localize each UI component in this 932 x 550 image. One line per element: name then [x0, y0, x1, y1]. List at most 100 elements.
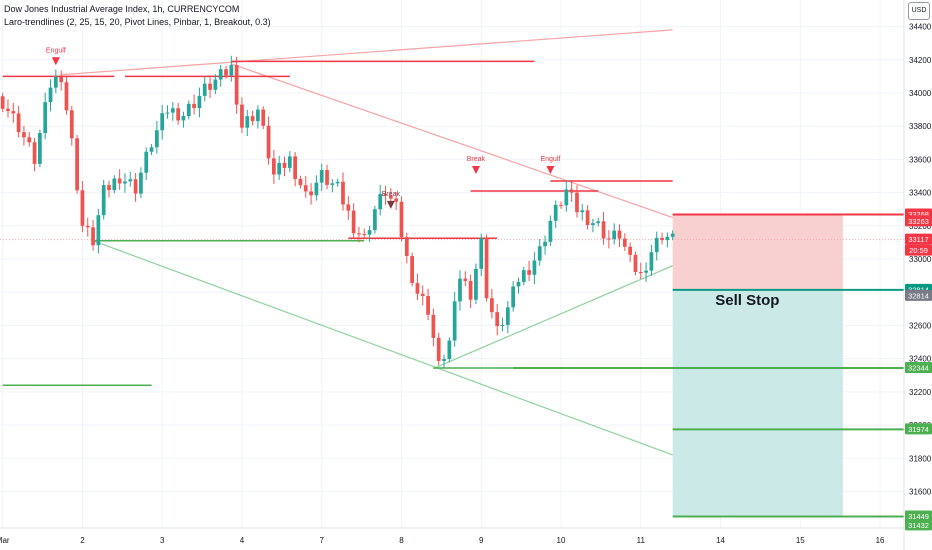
candle-body	[612, 230, 617, 240]
resistance-upper	[61, 29, 673, 76]
candle-body	[479, 237, 484, 269]
candle-body	[69, 110, 74, 139]
candle-body	[585, 210, 590, 225]
price-tick: 32600	[909, 321, 932, 330]
price-tag-text: 33117	[908, 235, 928, 244]
price-tag	[905, 361, 932, 373]
price-tick: 31800	[909, 454, 932, 463]
candle-body	[224, 69, 228, 76]
candle-body	[575, 192, 579, 213]
price-tick: 33000	[909, 255, 932, 264]
candle-body	[601, 221, 606, 239]
candle-body	[277, 162, 282, 175]
candle-body	[543, 241, 547, 247]
candle-body	[410, 256, 414, 284]
candle-body	[85, 225, 90, 228]
candle-body	[548, 220, 553, 242]
candle-body	[335, 181, 340, 184]
time-tick: 9	[479, 536, 484, 545]
candle-body	[261, 109, 266, 126]
candle-body	[245, 116, 250, 128]
time-tick: 8	[399, 536, 404, 545]
trend-lines	[2, 29, 673, 456]
candle-body	[22, 132, 26, 138]
candle-body	[537, 246, 542, 261]
candle-body	[628, 246, 633, 255]
candle-body	[447, 340, 452, 359]
candle-body	[654, 237, 659, 253]
candle-body	[43, 102, 48, 133]
loss-zone	[672, 214, 843, 290]
candle-body	[388, 195, 393, 199]
candle-body	[38, 132, 42, 164]
candle-body	[139, 172, 143, 194]
price-tag	[905, 233, 932, 245]
candle-body	[325, 170, 329, 185]
candle-body	[500, 324, 505, 327]
candle-body	[569, 189, 574, 193]
candle-body	[197, 95, 202, 109]
candle-body	[644, 270, 648, 273]
price-tick: 34400	[909, 23, 932, 32]
candle-body	[32, 142, 37, 164]
candle-body	[123, 181, 127, 184]
candle-body	[436, 337, 441, 361]
candle-body	[208, 83, 212, 90]
currency-badge[interactable]: USD	[908, 2, 930, 20]
price-tick: 33400	[909, 189, 932, 198]
candle-body	[660, 237, 664, 241]
candle-body	[128, 179, 133, 182]
marker-label: Break	[382, 191, 401, 198]
time-tick: 4	[240, 536, 245, 545]
candle-body	[362, 233, 367, 235]
marker-triangle	[386, 200, 395, 209]
price-tag	[905, 510, 932, 522]
chart-title: Dow Jones Industrial Average Index, 1h, …	[4, 4, 240, 14]
price-tags: 3326833263328143281432344319743144931432…	[905, 208, 932, 531]
candle-body	[53, 76, 58, 88]
candle-body	[181, 116, 186, 121]
candle-body	[559, 204, 563, 206]
price-tag	[905, 244, 932, 256]
candle-body	[0, 96, 5, 109]
candle-body	[234, 65, 239, 105]
candle-body	[564, 189, 569, 206]
candle-body	[160, 113, 165, 131]
candle-body	[442, 358, 446, 361]
candle-body	[271, 158, 276, 175]
candle-body	[75, 138, 79, 191]
indicator-legend[interactable]: Laro-trendlines (2, 25, 15, 20, Pivot Li…	[4, 17, 271, 27]
candle-body	[266, 125, 271, 159]
candle-body	[458, 278, 462, 302]
marker-triangle	[471, 166, 480, 175]
candle-body	[415, 283, 420, 294]
time-tick: 15	[796, 536, 805, 545]
price-tag-text: 32814	[908, 291, 929, 300]
time-tick: 16	[876, 536, 885, 545]
price-tick: 32200	[909, 388, 932, 397]
candle-body	[665, 236, 670, 241]
price-tag-text: 31974	[908, 425, 929, 434]
candle-body	[394, 198, 399, 202]
price-tag	[905, 215, 932, 227]
candle-body	[176, 108, 181, 121]
marker-triangle	[51, 57, 60, 66]
candle-body	[250, 116, 255, 122]
candle-body	[649, 252, 654, 271]
candle-body	[426, 296, 430, 315]
time-tick: 3	[160, 536, 165, 545]
candle-body	[202, 83, 207, 96]
candle-body	[638, 271, 643, 273]
price-tag-text: 32344	[908, 363, 929, 372]
candle-body	[192, 103, 196, 109]
candle-body	[404, 237, 409, 257]
price-tag	[905, 519, 932, 531]
price-tick: 33800	[909, 122, 932, 131]
candle-body	[282, 162, 287, 168]
candle-body	[80, 190, 85, 226]
candle-body	[319, 170, 324, 183]
candle-body	[521, 270, 526, 282]
price-tag	[905, 289, 932, 301]
price-axis	[904, 0, 932, 550]
